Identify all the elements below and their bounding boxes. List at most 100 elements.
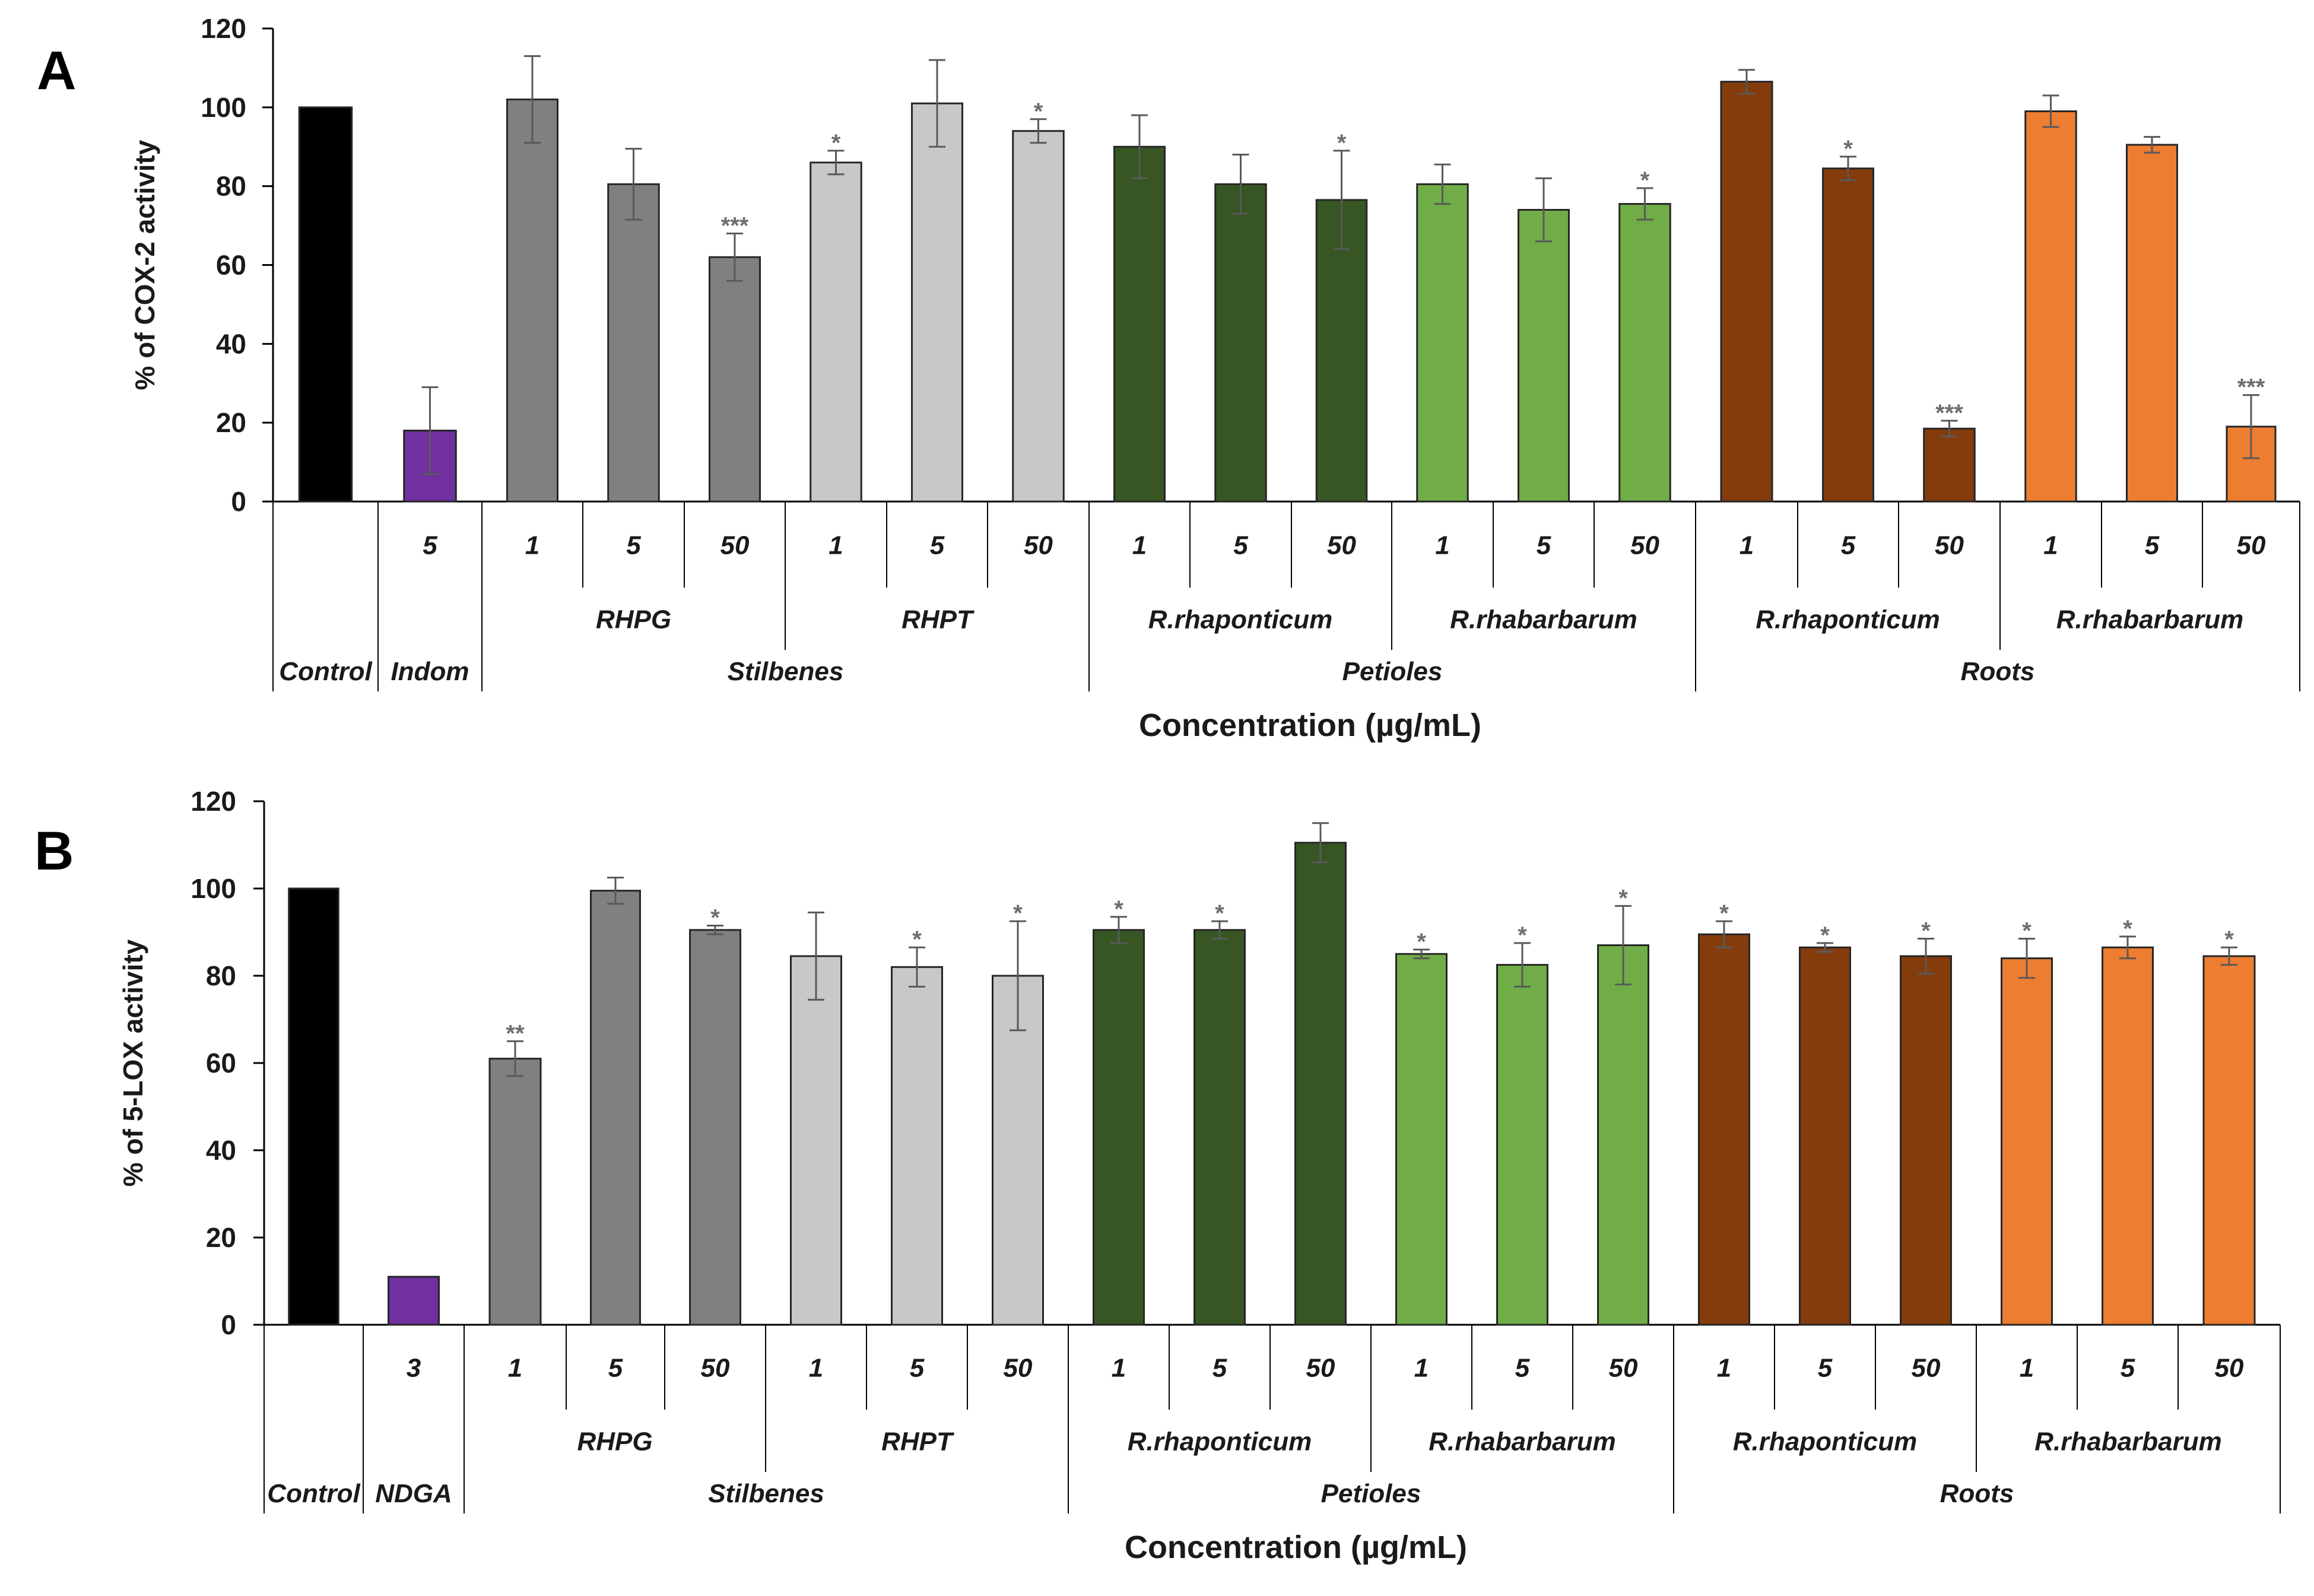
panel-b-x-group-label: Petioles <box>1321 1479 1421 1508</box>
panel-a-bar <box>810 161 862 503</box>
panel-b-bar <box>1395 953 1448 1326</box>
panel-b-y-tick-label: 60 <box>206 1048 236 1078</box>
panel-a-x-axis-title: Concentration (µg/mL) <box>1139 707 1481 743</box>
panel-a-bar <box>1012 130 1065 503</box>
panel-a-bar <box>1923 427 1976 503</box>
panel-a-x-tick-label: 5 <box>930 531 945 560</box>
panel-b-x-group-label: NDGA <box>375 1479 452 1508</box>
panel-a-bar <box>506 99 558 503</box>
panel-b-error-bar <box>1312 822 1329 864</box>
panel-b-error-bar <box>1413 948 1430 960</box>
panel-b-x-tick-label: 1 <box>809 1354 823 1383</box>
panel-a-bar <box>1315 199 1368 503</box>
panel-a-bar <box>1618 203 1671 503</box>
panel-b-x-group-label: RHPT <box>881 1427 954 1457</box>
panel-b-x-group-label: Control <box>267 1479 360 1508</box>
panel-a-significance-mark: * <box>1640 167 1650 193</box>
panel-a-bar <box>2024 110 2077 503</box>
panel-a-x-tick-label: 5 <box>1233 531 1248 560</box>
panel-b-bar <box>1093 929 1145 1326</box>
panel-b-significance-mark: * <box>1921 918 1931 944</box>
panel-a-bar <box>1720 81 1773 503</box>
panel-a-label: A <box>37 40 76 101</box>
panel-b-bar <box>689 929 741 1326</box>
panel-b-significance-mark: * <box>1215 900 1224 926</box>
panel-b-x-tick-label: 1 <box>1717 1354 1731 1383</box>
panel-a-y-tick-label: 80 <box>216 171 246 202</box>
panel-b-y-tick-label: 100 <box>191 873 236 904</box>
panel-b-bar <box>992 975 1044 1326</box>
panel-b-bar <box>1698 933 1750 1326</box>
panel-a-error-bar <box>625 148 642 221</box>
panel-b-x-tick-label: 5 <box>608 1354 623 1383</box>
panel-b-y-tick-label: 120 <box>191 786 236 817</box>
panel-a-y-axis-title: % of COX-2 activity <box>129 139 160 390</box>
panel-a-significance-mark: * <box>831 130 841 156</box>
panel-a-error-bar <box>1333 150 1350 250</box>
panel-b-significance-mark: * <box>710 905 720 931</box>
panel-b-significance-mark: * <box>1820 922 1830 948</box>
panel-b-x-group-label: RHPG <box>577 1427 652 1457</box>
panel-a-bar <box>2126 144 2178 503</box>
panel-a-y-tick-label: 20 <box>216 407 246 438</box>
panel-b-x-tick-label: 50 <box>1306 1354 1335 1383</box>
panel-b-x-axis-title: Concentration (µg/mL) <box>1125 1530 1467 1565</box>
panel-a-significance-mark: *** <box>721 212 749 239</box>
panel-b-x-tick-label: 5 <box>1212 1354 1227 1383</box>
panel-a-x-group-label: R.rhabarbarum <box>2056 605 2243 634</box>
panel-b-error-bar <box>2221 946 2237 966</box>
panel-a-bar <box>911 102 963 503</box>
panel-b-bar <box>790 955 842 1326</box>
panel-b-significance-mark: * <box>1719 900 1729 926</box>
panel-a-x-group-label: R.rhaponticum <box>1148 605 1332 634</box>
panel-b-bar <box>1597 944 1649 1326</box>
panel-b-x-tick-label: 50 <box>1004 1354 1033 1383</box>
panel-b-bar <box>288 887 339 1326</box>
panel-a-bar <box>1822 167 1874 503</box>
panel-b-x-tick-label: 1 <box>1414 1354 1429 1383</box>
panel-b-error-bar <box>909 946 925 988</box>
panel-a-significance-mark: *** <box>2237 375 2265 401</box>
panel-b-significance-mark: * <box>1013 900 1023 926</box>
panel-b-bar <box>1900 955 1952 1326</box>
panel-b-x-group-label: R.rhabarbarum <box>2034 1427 2221 1457</box>
panel-a-significance-mark: * <box>1034 99 1043 125</box>
panel-b-error-bar <box>2119 935 2136 960</box>
panel-b-y-tick-label: 80 <box>206 960 236 991</box>
panel-b-x-tick-label: 5 <box>2121 1354 2135 1383</box>
panel-a-x-group-label: R.rhaponticum <box>1756 605 1940 634</box>
panel-a-y-tick-label: 40 <box>216 328 246 359</box>
panel-b-bar <box>2001 957 2053 1326</box>
panel-a-x-tick-label: 50 <box>1327 531 1356 560</box>
panel-a-x-group-label: Roots <box>1961 657 2035 686</box>
panel-b-significance-mark: * <box>1518 922 1527 948</box>
panel-a-error-bar <box>1030 118 1047 144</box>
panel-b-error-bar <box>1110 916 1127 944</box>
panel-a-bar <box>298 106 353 503</box>
panel-b-x-tick-label: 50 <box>1912 1354 1941 1383</box>
panel-a-bar <box>1214 183 1267 503</box>
panel-b-x-tick-label: 3 <box>407 1354 421 1383</box>
panel-b-bar <box>891 966 943 1326</box>
panel-b-x-tick-label: 50 <box>1609 1354 1638 1383</box>
panel-b-error-bar <box>507 1040 523 1077</box>
panel-b-x-tick-label: 5 <box>1515 1354 1530 1383</box>
panel-a-error-bar <box>726 232 743 282</box>
panel-a-y-tick-label: 100 <box>201 92 246 123</box>
panel-b-x-group-label: R.rhaponticum <box>1128 1427 1312 1457</box>
panel-a-error-bar <box>524 55 541 144</box>
panel-b-significance-mark: ** <box>506 1020 525 1046</box>
panel-b-x-group-label: R.rhaponticum <box>1733 1427 1917 1457</box>
panel-a-significance-mark: * <box>1337 130 1347 156</box>
panel-b-error-bar <box>2018 938 2035 979</box>
panel-a-x-tick-label: 50 <box>1935 531 1964 560</box>
panel-a-error-bar <box>1434 163 1451 205</box>
panel-b-x-tick-label: 50 <box>701 1354 730 1383</box>
panel-a-x-group-label: R.rhabarbarum <box>1450 605 1637 634</box>
panel-b-significance-mark: * <box>2224 926 2234 953</box>
panel-a-x-tick-label: 50 <box>720 531 750 560</box>
panel-a-error-bar <box>1535 177 1552 243</box>
panel-a-bar <box>709 256 761 503</box>
panel-b-x-tick-label: 1 <box>508 1354 522 1383</box>
